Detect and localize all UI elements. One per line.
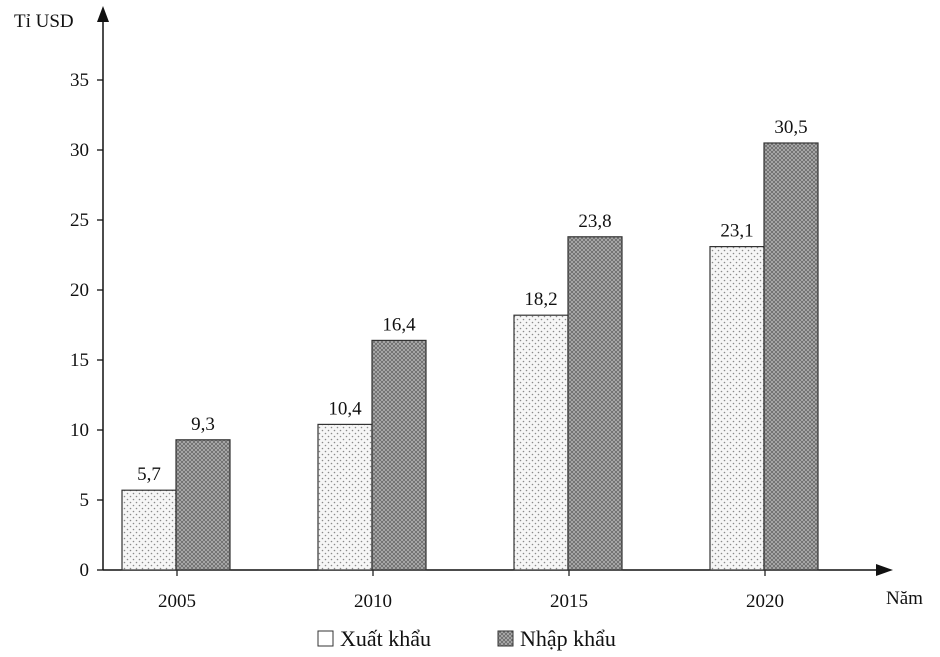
axes: Tỉ USD Năm	[14, 6, 923, 609]
legend-swatch-export	[317, 630, 334, 647]
data-label-export: 23,1	[720, 221, 753, 242]
y-tick-label: 15	[70, 350, 89, 371]
x-tick-label: 2020	[746, 591, 784, 612]
data-label-export: 5,7	[137, 464, 161, 485]
x-axis-title: Năm	[886, 588, 923, 609]
data-label-import: 23,8	[578, 211, 611, 232]
y-tick-label: 25	[70, 210, 89, 231]
data-label-export: 18,2	[524, 289, 557, 310]
bar-export	[121, 489, 177, 571]
legend-swatch-import	[497, 630, 514, 647]
y-tick-label: 5	[80, 490, 90, 511]
y-tick-label: 20	[70, 280, 89, 301]
x-ticks: 2005 2010 2015 2020	[158, 570, 784, 612]
x-tick-label: 2010	[354, 591, 392, 612]
y-axis-title: Tỉ USD	[14, 11, 74, 32]
data-labels: 5,7 9,3 10,4 16,4 18,2 23,8 23,1 30,5	[137, 117, 808, 485]
legend-label-import: Nhập khẩu	[520, 626, 616, 651]
y-axis-arrow	[97, 6, 109, 22]
legend: Xuất khẩu Nhập khẩu	[317, 626, 616, 651]
y-tick-label: 10	[70, 420, 89, 441]
y-tick-label: 0	[80, 560, 90, 581]
bar-export	[709, 246, 765, 571]
bars	[121, 142, 819, 571]
data-label-export: 10,4	[328, 398, 362, 419]
bar-export	[317, 423, 373, 571]
bar-import	[175, 439, 231, 571]
bar-import	[567, 236, 623, 571]
data-label-import: 9,3	[191, 414, 215, 435]
x-axis-arrow	[876, 564, 893, 576]
y-tick-label: 35	[70, 70, 89, 91]
bar-import	[371, 339, 427, 571]
y-tick-label: 30	[70, 140, 89, 161]
x-tick-label: 2005	[158, 591, 196, 612]
bar-export	[513, 314, 569, 571]
data-label-import: 30,5	[774, 117, 807, 138]
data-label-import: 16,4	[382, 314, 416, 335]
x-tick-label: 2015	[550, 591, 588, 612]
y-ticks: 0 5 10 15 20 25 30 35	[70, 70, 103, 581]
bar-import	[763, 142, 819, 571]
legend-label-export: Xuất khẩu	[340, 626, 431, 651]
